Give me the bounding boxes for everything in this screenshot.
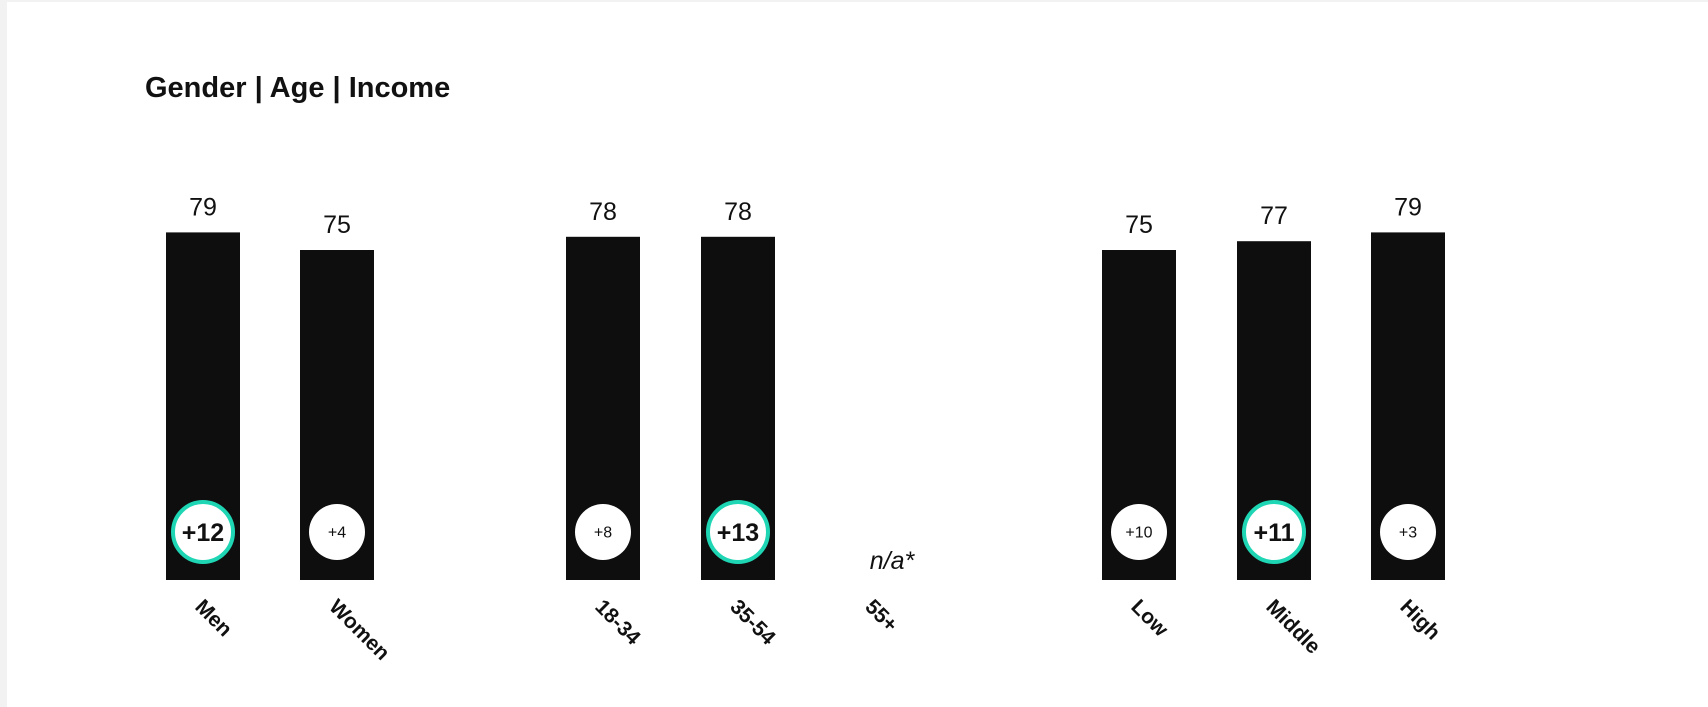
- chart-title: Gender | Age | Income: [145, 72, 451, 104]
- value-label-18-34: 78: [589, 198, 617, 226]
- category-label-women: Women: [324, 595, 394, 665]
- badge-men: [171, 500, 235, 564]
- badge-high: [1380, 504, 1436, 560]
- na-label-55-: n/a*: [870, 547, 916, 575]
- value-label-women: 75: [323, 211, 351, 239]
- badge-label-35-54: +13: [717, 519, 759, 547]
- badge-label-18-34: +8: [594, 525, 612, 542]
- badge-35-54: [706, 500, 770, 564]
- value-label-middle: 77: [1260, 202, 1288, 230]
- badge-18-34: [575, 504, 631, 560]
- value-label-men: 79: [189, 193, 217, 221]
- category-label-men: Men: [190, 595, 236, 641]
- chart-card: Gender | Age | Income 79 +12 Men 75 +4 Women 7…: [7, 2, 1708, 707]
- badge-label-middle: +11: [1253, 519, 1294, 547]
- value-label-high: 79: [1394, 193, 1422, 221]
- value-label-low: 75: [1125, 211, 1153, 239]
- badge-label-men: +12: [182, 519, 224, 547]
- badge-low: [1111, 504, 1167, 560]
- category-label-18-34: 18-34: [590, 595, 644, 649]
- category-label-middle: Middle: [1261, 595, 1324, 658]
- badge-middle: [1242, 500, 1306, 564]
- value-label-35-54: 78: [724, 198, 752, 226]
- badge-label-high: +3: [1399, 525, 1417, 542]
- category-label-low: Low: [1126, 595, 1172, 641]
- category-label-high: High: [1395, 595, 1444, 644]
- category-label-55-: 55+: [860, 595, 901, 636]
- badge-label-low: +10: [1125, 525, 1152, 542]
- badge-women: [309, 504, 365, 560]
- badge-label-women: +4: [328, 525, 346, 542]
- bar-chart: 79 +12 Men 75 +4 Women 78 +8 18-34 78 +13 35-54 n/a*…: [166, 193, 1445, 665]
- category-label-35-54: 35-54: [725, 595, 779, 649]
